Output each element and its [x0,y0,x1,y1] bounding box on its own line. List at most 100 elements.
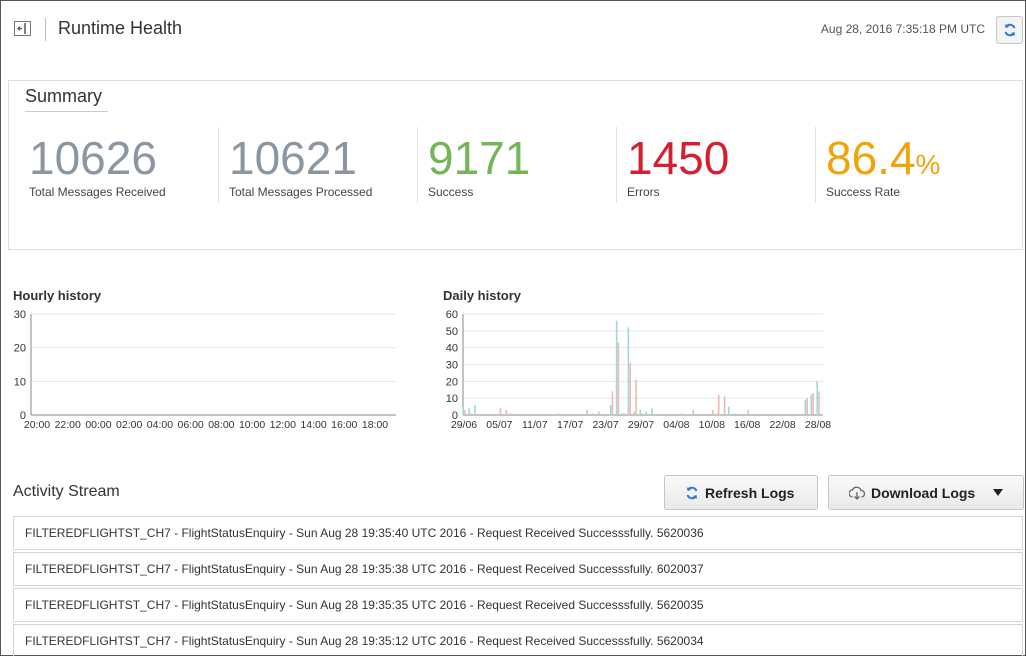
bar-error [623,413,626,415]
x-tick-label: 28/08 [805,419,831,431]
bar-error [470,413,472,415]
y-tick-label: 0 [452,410,458,422]
bar-success [633,411,636,415]
y-tick-label: 30 [14,309,26,321]
x-tick-label: 10:00 [239,419,265,431]
x-tick-label: 18:00 [362,419,388,431]
download-logs-button[interactable]: Download Logs [828,475,1024,510]
log-item[interactable]: FILTEREDFLIGHTST_CH7 - FlightStatusEnqui… [13,552,1023,586]
metric-value: 10621 [229,132,357,191]
metric-label: Success [428,185,474,199]
x-tick-label: 06:00 [177,419,203,431]
metric-value: 9171 [428,132,530,191]
x-tick-label: 11/07 [522,419,548,431]
x-tick-label: 20:00 [24,419,50,431]
bar-success [639,409,641,415]
metric-unit: % [915,149,941,180]
bar-success [462,406,464,415]
metric-errors: 1450 Errors [616,127,814,203]
log-item[interactable]: FILTEREDFLIGHTST_CH7 - FlightStatusEnqui… [13,516,1023,550]
last-updated-timestamp: Aug 28, 2016 7:35:18 PM UTC [820,22,985,36]
bar-success [810,394,813,415]
bar-success [621,413,624,415]
y-tick-label: 60 [446,309,458,321]
metric-label: Success Rate [826,185,901,199]
bar-success [468,408,470,415]
y-tick-label: 20 [14,343,26,355]
bar-error [641,413,643,415]
bar-success [598,411,600,415]
panel-toggle-icon[interactable] [14,21,31,36]
daily-history-chart: Daily history 0 10 20 30 40 50 60 29/06 05/07 11/… [443,288,831,431]
x-tick-label: 02:00 [116,419,142,431]
bar-error [505,409,508,415]
bar-success [474,404,476,415]
metric-label: Errors [627,185,660,199]
refresh-button[interactable] [996,16,1023,44]
bar-success [816,381,818,415]
bar-error [806,398,808,415]
activity-stream-title: Activity Stream [13,483,120,500]
download-icon [849,486,865,500]
summary-title: Summary [25,86,109,112]
metric-success-rate: 86.4% Success Rate [815,127,1013,203]
page-title: Runtime Health [58,18,183,38]
bar-error [818,391,820,415]
bar-success [733,413,736,415]
bar-success [627,327,630,415]
bar-success [592,413,594,415]
bar-error [717,394,720,415]
bar-success [609,404,612,415]
y-tick-label: 10 [446,393,458,405]
refresh-icon [685,486,699,500]
refresh-logs-button[interactable]: Refresh Logs [664,475,818,510]
metric-number: 10621 [229,132,357,184]
metric-value: 10626 [29,132,157,191]
bar-success [727,406,730,415]
x-tick-label: 08:00 [208,419,234,431]
bar-error [617,342,620,415]
bar-success [509,413,512,415]
metric-total-received: 10626 Total Messages Received [19,127,217,203]
bar-error [499,408,502,415]
bar-error [635,379,637,415]
x-tick-label: 29/07 [628,419,654,431]
x-tick-label: 22/08 [769,419,795,431]
y-tick-label: 0 [20,410,26,422]
bar-success [804,399,807,415]
metric-value: 86.4% [826,132,940,191]
download-logs-label: Download Logs [871,484,976,501]
log-item[interactable]: FILTEREDFLIGHTST_CH7 - FlightStatusEnqui… [13,588,1023,622]
bar-error [629,362,631,415]
y-tick-label: 30 [446,360,458,372]
bar-success [680,413,683,415]
bar-success [645,411,647,415]
x-tick-label: 04:00 [147,419,173,431]
bar-error [712,409,714,415]
bar-success [586,409,588,415]
x-tick-label: 29/06 [451,419,477,431]
activity-log-list: FILTEREDFLIGHTST_CH7 - FlightStatusEnqui… [13,516,1023,656]
bar-error [464,409,466,415]
x-tick-label: 16:00 [331,419,357,431]
daily-chart-svg: 0 10 20 30 40 50 60 29/06 05/07 11/07 17/07 23/07 29… [446,309,832,431]
y-tick-label: 40 [446,343,458,355]
log-item[interactable]: FILTEREDFLIGHTST_CH7 - FlightStatusEnqui… [13,624,1023,656]
x-tick-label: 04/08 [663,419,689,431]
bar-success [692,409,695,415]
x-tick-label: 12:00 [270,419,296,431]
metric-number: 9171 [428,132,531,184]
chart-title: Hourly history [13,288,102,303]
metric-value: 1450 [627,132,729,191]
summary-panel: Summary 10626 Total Messages Received 10… [8,80,1023,250]
hourly-history-chart: Hourly history 0 10 20 30 20:00 22:00 00:00 02:… [13,288,396,431]
x-tick-label: 00:00 [85,419,111,431]
x-tick-label: 14:00 [300,419,326,431]
y-tick-label: 20 [446,376,458,388]
bar-success [716,413,718,415]
x-tick-label: 05/07 [486,419,512,431]
bar-success [556,413,559,415]
page-header: Runtime Health Aug 28, 2016 7:35:18 PM U… [1,1,1025,61]
dropdown-caret-icon[interactable] [993,489,1003,496]
bar-error [747,409,749,415]
